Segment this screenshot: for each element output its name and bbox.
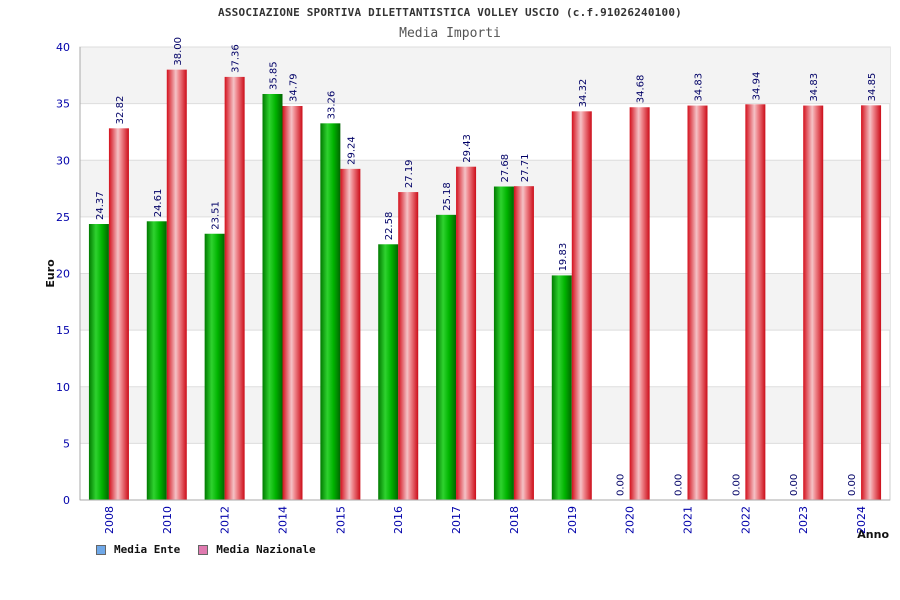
x-tick-label: 2019 xyxy=(566,506,579,534)
data-label-media-ente: 0.00 xyxy=(789,474,800,496)
grid-band xyxy=(80,160,890,217)
data-label-media-ente: 35.85 xyxy=(269,61,280,90)
bar-media-nazionale xyxy=(629,107,650,501)
data-label-media-nazionale: 34.83 xyxy=(809,73,820,102)
x-tick-label: 2017 xyxy=(450,506,463,534)
bar-media-nazionale xyxy=(803,105,824,501)
bar-media-nazionale xyxy=(571,111,592,501)
y-tick-label: 10 xyxy=(56,381,70,394)
bar-media-nazionale xyxy=(108,128,129,500)
bar-media-nazionale xyxy=(224,76,245,500)
data-label-media-ente: 0.00 xyxy=(731,474,742,496)
bar-media-nazionale xyxy=(398,192,419,501)
data-label-media-nazionale: 34.68 xyxy=(636,75,647,104)
data-label-media-ente: 27.68 xyxy=(500,154,511,183)
data-label-media-nazionale: 34.94 xyxy=(751,72,762,101)
y-tick-label: 0 xyxy=(63,494,70,507)
data-label-media-ente: 0.00 xyxy=(616,474,627,496)
x-tick-label: 2008 xyxy=(103,506,116,534)
x-tick-label: 2010 xyxy=(161,506,174,534)
data-label-media-nazionale: 32.82 xyxy=(115,96,126,125)
y-axis-title: Euro xyxy=(44,259,57,288)
data-label-media-ente: 0.00 xyxy=(674,474,685,496)
bar-media-ente xyxy=(551,275,572,500)
y-tick-label: 25 xyxy=(56,211,70,224)
chart-title: ASSOCIAZIONE SPORTIVA DILETTANTISTICA VO… xyxy=(218,6,682,19)
bar-media-ente xyxy=(146,221,167,500)
y-tick-label: 15 xyxy=(56,324,70,337)
data-label-media-ente: 22.58 xyxy=(384,212,395,241)
x-tick-label: 2024 xyxy=(855,506,868,534)
y-tick-label: 5 xyxy=(63,437,70,450)
data-label-media-nazionale: 34.79 xyxy=(289,73,300,102)
x-tick-label: 2022 xyxy=(739,506,752,534)
legend-swatch-nazionale xyxy=(198,544,209,555)
data-label-media-nazionale: 29.24 xyxy=(346,136,357,165)
legend: Media Ente Media Nazionale xyxy=(96,543,316,556)
data-label-media-nazionale: 38.00 xyxy=(173,37,184,66)
data-label-media-ente: 24.61 xyxy=(153,189,164,218)
data-label-media-ente: 24.37 xyxy=(95,191,106,220)
x-tick-label: 2021 xyxy=(682,506,695,534)
y-tick-label: 20 xyxy=(56,268,70,281)
bar-media-nazionale xyxy=(687,105,708,501)
legend-item-nazionale: Media Nazionale xyxy=(198,543,316,556)
x-axis-title: Anno xyxy=(857,528,889,541)
x-tick-label: 2016 xyxy=(392,506,405,534)
y-tick-label: 30 xyxy=(56,154,70,167)
grid-band xyxy=(80,273,890,331)
data-label-media-ente: 33.26 xyxy=(326,91,337,120)
data-label-media-nazionale: 34.83 xyxy=(694,73,705,102)
legend-swatch-ente xyxy=(96,544,106,555)
data-label-media-ente: 19.83 xyxy=(558,243,569,272)
bar-media-nazionale xyxy=(166,69,187,501)
x-tick-label: 2018 xyxy=(508,506,521,534)
data-label-media-nazionale: 27.19 xyxy=(404,159,415,188)
x-tick-label: 2015 xyxy=(334,506,347,534)
bar-media-ente xyxy=(204,233,225,500)
chart-subtitle: Media Importi xyxy=(399,26,501,41)
bar-media-nazionale xyxy=(513,186,534,500)
bar-media-ente xyxy=(320,123,341,500)
bar-media-ente xyxy=(262,93,283,500)
bar-media-ente xyxy=(378,244,399,500)
data-label-media-nazionale: 29.43 xyxy=(462,134,473,163)
x-tick-label: 2012 xyxy=(219,506,232,534)
data-label-media-ente: 25.18 xyxy=(442,182,453,211)
y-tick-label: 40 xyxy=(56,41,70,54)
grid-band xyxy=(80,47,890,104)
x-tick-label: 2023 xyxy=(797,506,810,534)
data-label-media-ente: 0.00 xyxy=(847,474,858,496)
y-tick-label: 35 xyxy=(56,98,70,111)
bar-media-nazionale xyxy=(745,104,766,500)
legend-item-ente: Media Ente xyxy=(96,543,180,556)
data-label-media-nazionale: 27.71 xyxy=(520,154,531,183)
legend-label-ente: Media Ente xyxy=(114,543,181,556)
bar-media-ente xyxy=(436,214,457,501)
bar-media-nazionale xyxy=(456,166,477,500)
legend-label-nazionale: Media Nazionale xyxy=(216,543,316,556)
bar-media-nazionale xyxy=(282,106,303,501)
bar-media-ente xyxy=(88,224,109,500)
x-tick-label: 2020 xyxy=(624,506,637,534)
data-label-media-nazionale: 34.85 xyxy=(867,73,878,102)
x-tick-label: 2014 xyxy=(277,506,290,534)
bar-media-nazionale xyxy=(340,168,361,500)
data-label-media-nazionale: 37.36 xyxy=(231,44,242,73)
bar-media-nazionale xyxy=(861,105,882,500)
data-label-media-ente: 23.51 xyxy=(211,201,222,230)
grid-band xyxy=(80,386,890,444)
bar-media-ente xyxy=(493,186,514,501)
data-label-media-nazionale: 34.32 xyxy=(578,79,589,108)
